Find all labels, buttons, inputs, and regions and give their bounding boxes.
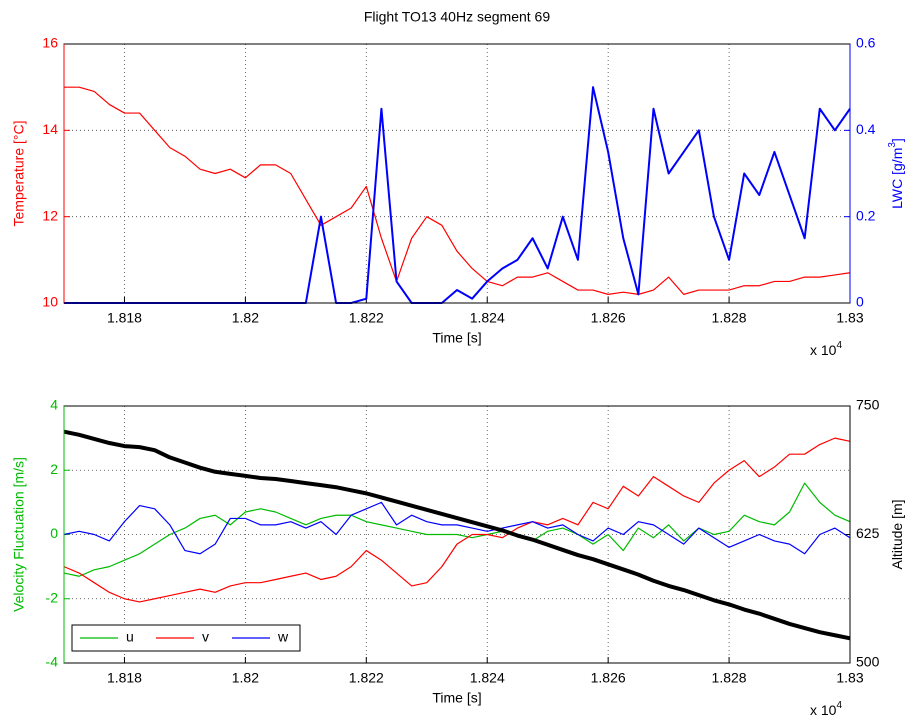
x-exponent-power: 4 [836, 700, 842, 711]
y-tick-label: 10 [42, 294, 58, 310]
x-tick-label: 1.822 [349, 670, 384, 686]
x-tick-label: 1.818 [107, 670, 142, 686]
y2-label-text: Altitude [m] [889, 499, 905, 569]
y-tick-label: -2 [46, 589, 59, 605]
series-line [63, 429, 851, 641]
y2-label-text: LWC [g/m [889, 148, 905, 209]
axes-background [64, 44, 850, 303]
y2-tick-label: 0 [856, 294, 864, 310]
series-line [63, 501, 851, 555]
y2-tick-label: 625 [856, 525, 880, 541]
x-tick-label: 1.824 [470, 670, 505, 686]
x-tick-label: 1.824 [470, 310, 505, 326]
x-tick-label: 1.826 [591, 670, 626, 686]
x-tick-label: 1.826 [591, 310, 626, 326]
x-axis-label: Time [s] [432, 690, 481, 706]
x-exponent: x 104 [810, 340, 842, 358]
chart-title: Flight TO13 40Hz segment 69 [364, 9, 550, 25]
legend-label: w [277, 629, 289, 645]
x-tick-label: 1.822 [349, 310, 384, 326]
y-axis-label: Temperature [°C] [11, 121, 27, 227]
y-axis-label: Velocity Fluctuation [m/s] [11, 457, 27, 612]
y2-label-sup: 3 [887, 142, 898, 148]
y2-tick-label: 0.2 [856, 207, 876, 223]
y2-axis-label: LWC [g/m3] [887, 138, 905, 209]
y-tick-label: 12 [42, 207, 58, 223]
series-line [64, 86, 851, 295]
x-tick-label: 1.818 [107, 310, 142, 326]
x-exponent-base: x 10 [810, 342, 837, 358]
series-line [63, 437, 851, 603]
x-tick-label: 1.828 [712, 670, 747, 686]
legend-label: v [202, 629, 209, 645]
x-tick-label: 1.82 [232, 310, 259, 326]
x-exponent: x 104 [810, 700, 842, 717]
y-tick-label: 14 [42, 121, 58, 137]
x-tick-label: 1.83 [836, 310, 863, 326]
x-exponent-power: 4 [836, 340, 842, 351]
y2-tick-label: 500 [856, 654, 880, 670]
y2-label-end: ] [889, 138, 905, 142]
x-tick-label: 1.828 [712, 310, 747, 326]
y-tick-label: 16 [42, 35, 58, 51]
y-tick-label: 0 [50, 525, 58, 541]
series-line [63, 482, 851, 577]
y-tick-label: -4 [46, 654, 59, 670]
y2-tick-label: 750 [856, 397, 880, 413]
y-tick-label: 2 [50, 461, 58, 477]
legend-label: u [126, 629, 134, 645]
x-tick-label: 1.83 [836, 670, 863, 686]
y2-axis-label: Altitude [m] [889, 499, 905, 569]
y-tick-label: 4 [50, 397, 58, 413]
y2-tick-label: 0.6 [856, 35, 876, 51]
x-tick-label: 1.82 [232, 670, 259, 686]
x-exponent-base: x 10 [810, 702, 837, 717]
y2-tick-label: 0.4 [856, 121, 876, 137]
x-axis-label: Time [s] [432, 330, 481, 346]
